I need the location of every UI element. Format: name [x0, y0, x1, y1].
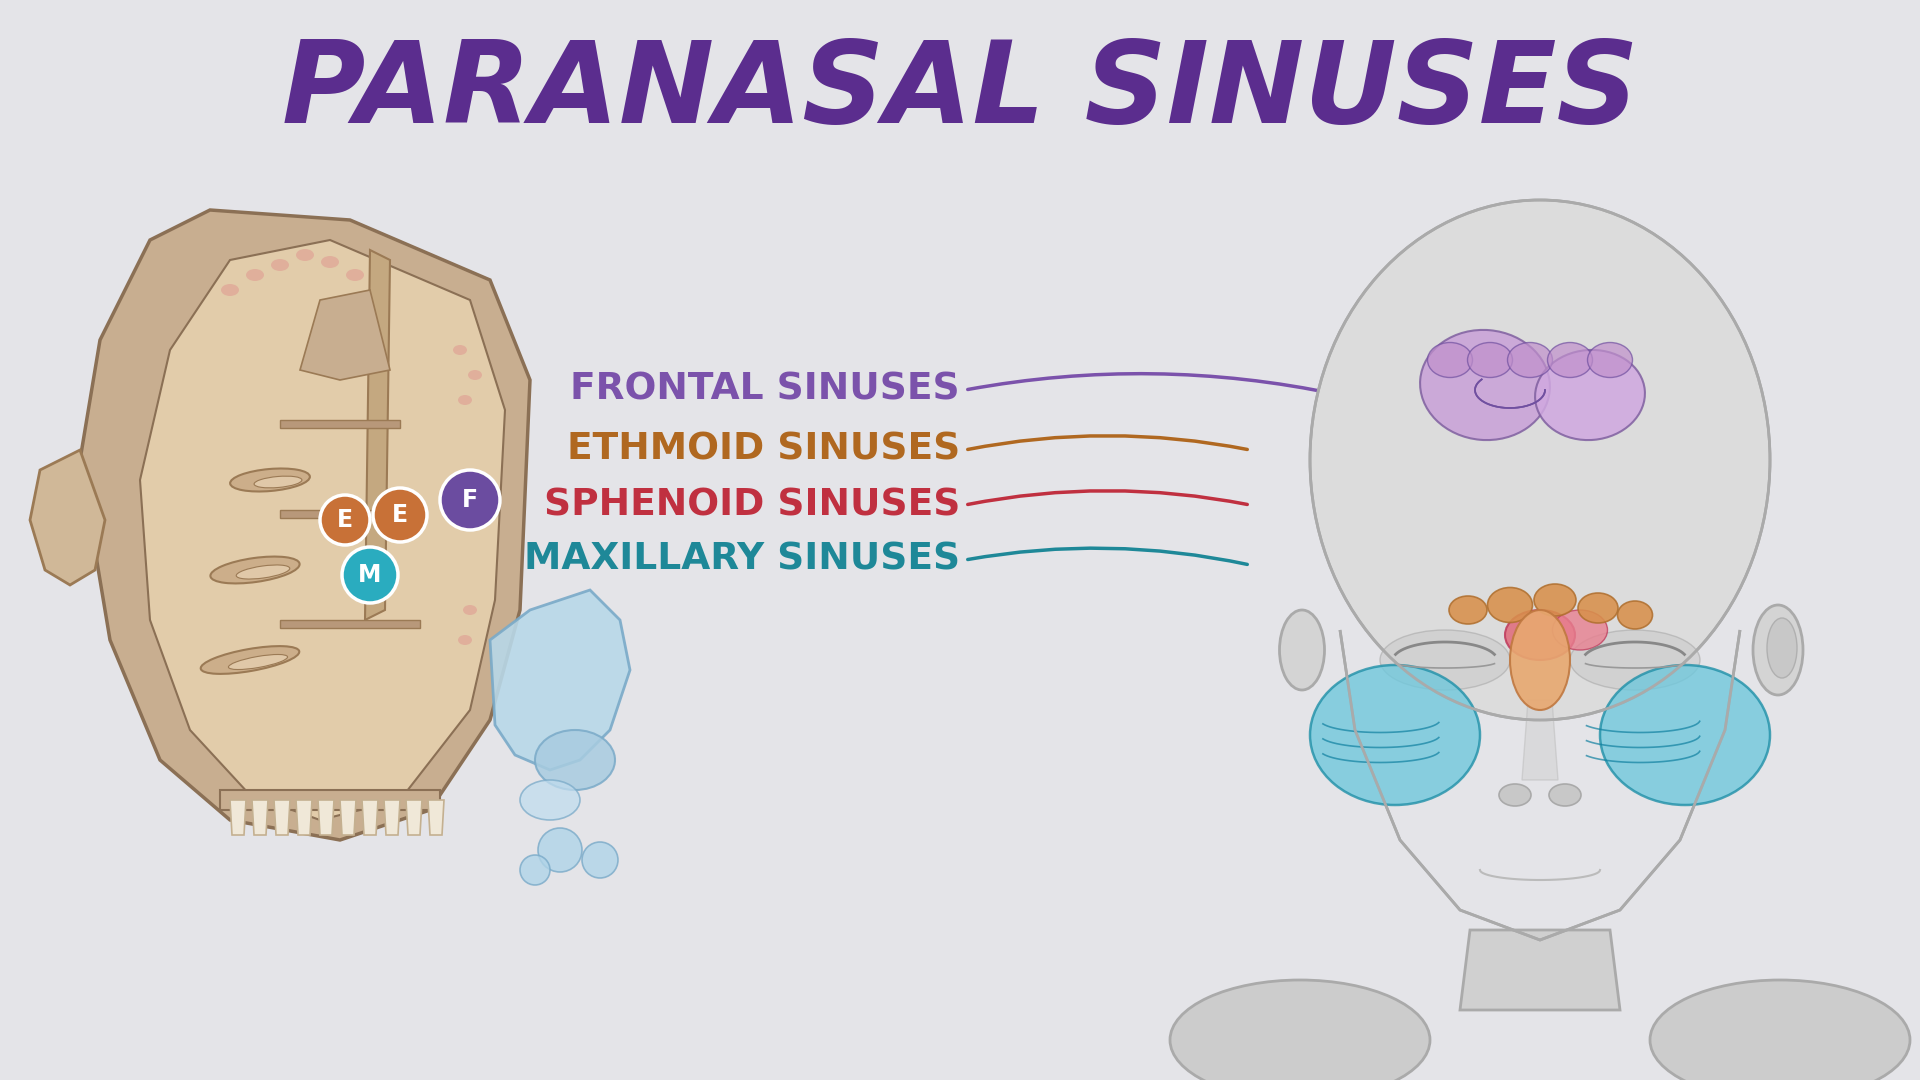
Ellipse shape — [1450, 596, 1486, 624]
Ellipse shape — [1753, 605, 1803, 696]
Ellipse shape — [1599, 665, 1770, 805]
Polygon shape — [140, 240, 505, 820]
Ellipse shape — [1571, 630, 1699, 690]
Ellipse shape — [211, 556, 300, 583]
Ellipse shape — [1169, 980, 1430, 1080]
Ellipse shape — [536, 730, 614, 789]
Polygon shape — [340, 800, 355, 835]
Ellipse shape — [271, 259, 290, 271]
Ellipse shape — [1500, 784, 1530, 806]
Ellipse shape — [1617, 600, 1653, 629]
Ellipse shape — [346, 269, 365, 281]
Ellipse shape — [246, 269, 265, 281]
Ellipse shape — [1578, 593, 1619, 623]
Ellipse shape — [1509, 610, 1571, 710]
Ellipse shape — [228, 654, 288, 670]
Ellipse shape — [1488, 588, 1532, 622]
Polygon shape — [300, 291, 390, 380]
Circle shape — [342, 546, 397, 603]
Text: F: F — [463, 488, 478, 512]
Polygon shape — [230, 800, 246, 835]
Polygon shape — [428, 800, 444, 835]
Polygon shape — [1523, 700, 1557, 780]
Circle shape — [582, 842, 618, 878]
Text: FRONTAL SINUSES: FRONTAL SINUSES — [570, 372, 960, 408]
Ellipse shape — [1309, 665, 1480, 805]
Text: MAXILLARY SINUSES: MAXILLARY SINUSES — [524, 542, 960, 578]
Polygon shape — [275, 800, 290, 835]
Ellipse shape — [1534, 584, 1576, 616]
Polygon shape — [363, 800, 378, 835]
Ellipse shape — [459, 395, 472, 405]
Ellipse shape — [1505, 610, 1574, 660]
Ellipse shape — [321, 256, 340, 268]
Ellipse shape — [230, 469, 309, 491]
Ellipse shape — [202, 646, 300, 674]
Ellipse shape — [1467, 342, 1513, 378]
Text: PARANASAL SINUSES: PARANASAL SINUSES — [282, 37, 1638, 147]
Circle shape — [440, 470, 499, 530]
Ellipse shape — [468, 370, 482, 380]
Polygon shape — [296, 800, 311, 835]
Ellipse shape — [236, 565, 290, 579]
Ellipse shape — [520, 780, 580, 820]
Ellipse shape — [1553, 610, 1607, 650]
Polygon shape — [280, 620, 420, 627]
Polygon shape — [31, 450, 106, 585]
Polygon shape — [280, 510, 411, 518]
Polygon shape — [252, 800, 269, 835]
Circle shape — [520, 855, 549, 885]
Circle shape — [538, 828, 582, 872]
Ellipse shape — [1507, 342, 1553, 378]
Ellipse shape — [253, 476, 301, 488]
Text: SPHENOID SINUSES: SPHENOID SINUSES — [543, 487, 960, 523]
Polygon shape — [280, 420, 399, 428]
Ellipse shape — [1380, 630, 1509, 690]
Ellipse shape — [1649, 980, 1910, 1080]
Circle shape — [321, 495, 371, 545]
Ellipse shape — [1279, 610, 1325, 690]
Polygon shape — [81, 210, 530, 840]
Ellipse shape — [1588, 342, 1632, 378]
Text: M: M — [359, 563, 382, 588]
Ellipse shape — [221, 284, 238, 296]
Polygon shape — [221, 789, 440, 810]
Ellipse shape — [296, 249, 315, 261]
Ellipse shape — [1427, 342, 1473, 378]
Text: E: E — [392, 503, 409, 527]
Polygon shape — [319, 800, 334, 835]
Ellipse shape — [1766, 618, 1797, 678]
Ellipse shape — [463, 605, 476, 615]
Polygon shape — [1459, 930, 1620, 1010]
Ellipse shape — [1309, 200, 1770, 720]
Text: E: E — [336, 508, 353, 532]
Ellipse shape — [1548, 342, 1592, 378]
Polygon shape — [490, 590, 630, 770]
Ellipse shape — [1549, 784, 1580, 806]
Text: ETHMOID SINUSES: ETHMOID SINUSES — [566, 432, 960, 468]
Polygon shape — [384, 800, 399, 835]
Ellipse shape — [459, 635, 472, 645]
Ellipse shape — [453, 345, 467, 355]
Polygon shape — [405, 800, 422, 835]
Ellipse shape — [1421, 329, 1549, 440]
Ellipse shape — [1536, 350, 1645, 440]
Polygon shape — [365, 249, 390, 620]
Circle shape — [372, 488, 426, 542]
